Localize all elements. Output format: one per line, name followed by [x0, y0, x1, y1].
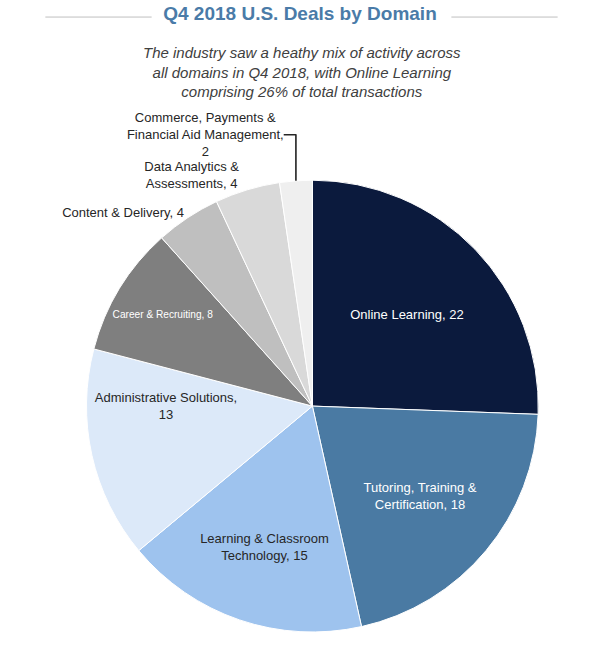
svg-text:The industry saw a heathy mix: The industry saw a heathy mix of activit… [143, 44, 461, 100]
svg-text:Learning & ClassroomTechnology: Learning & ClassroomTechnology, 15 [200, 531, 329, 563]
svg-text:Online Learning, 22: Online Learning, 22 [350, 307, 463, 322]
svg-text:Content & Delivery, 4: Content & Delivery, 4 [62, 205, 184, 220]
svg-text:Data Analytics &Assessments, 4: Data Analytics &Assessments, 4 [144, 159, 239, 191]
svg-text:Q4 2018 U.S. Deals by Domain: Q4 2018 U.S. Deals by Domain [163, 3, 437, 24]
svg-text:Career & Recruiting, 8: Career & Recruiting, 8 [113, 309, 214, 320]
svg-text:Tutoring, Training &Certificat: Tutoring, Training &Certification, 18 [364, 480, 477, 512]
svg-text:Administrative Solutions,13: Administrative Solutions,13 [95, 390, 237, 422]
svg-text:Commerce, Payments &Financial: Commerce, Payments &Financial Aid Manage… [127, 110, 284, 159]
